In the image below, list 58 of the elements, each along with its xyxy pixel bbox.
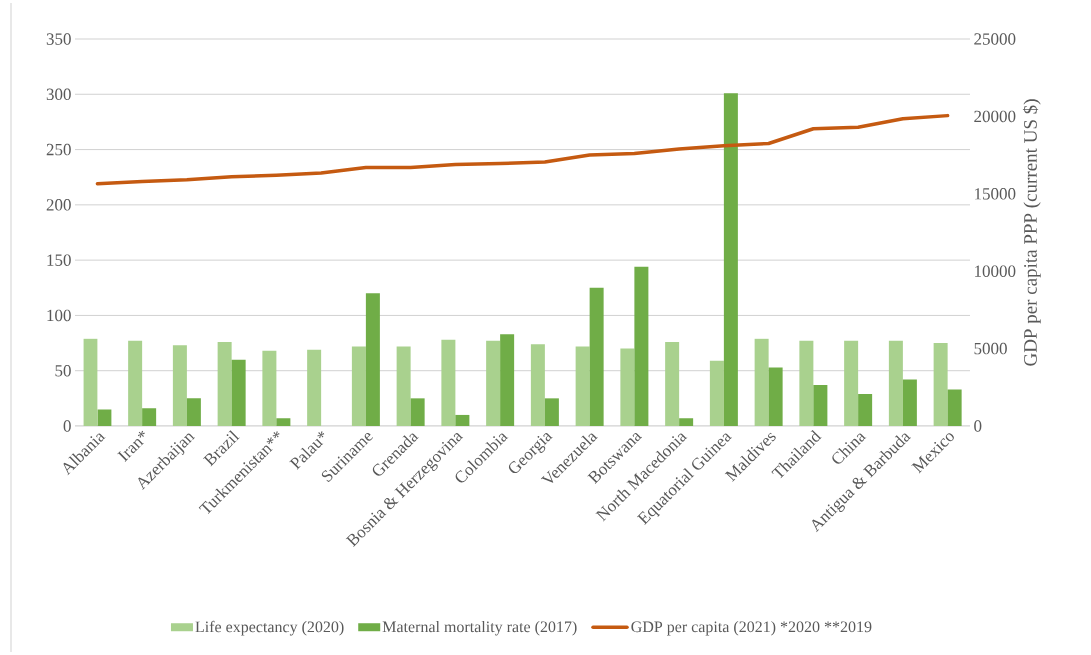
y-tick-label: 0 [63, 420, 71, 432]
bar [142, 408, 157, 426]
legend-label: Maternal mortality rate (2017) [382, 620, 577, 636]
y2-tick-label: 0 [974, 420, 982, 432]
y2-axis-title: GDP per capita PPP (current US $) [1022, 99, 1041, 366]
bar [858, 393, 873, 426]
y-tick-label: 250 [46, 143, 71, 156]
bar [709, 360, 724, 426]
bar [768, 367, 783, 426]
bar [888, 340, 903, 426]
bar [217, 341, 232, 426]
bar [844, 340, 859, 426]
line-series [95, 113, 950, 186]
bar [83, 338, 98, 426]
bar [947, 389, 962, 426]
y2-tick-label: 10000 [975, 265, 1016, 277]
bar [351, 346, 366, 426]
bar [441, 339, 456, 426]
bar [634, 266, 649, 426]
bar [902, 379, 917, 426]
bar [172, 345, 187, 426]
y-tick-label: 50 [55, 364, 71, 377]
y-tick-label: 150 [47, 254, 71, 266]
bar [530, 344, 545, 426]
bar [813, 385, 828, 426]
legend-label: Life expectancy (2020) [195, 620, 344, 636]
legend-label: GDP per capita (2021) *2020 **2019 [631, 620, 872, 636]
y-tick-label: 100 [47, 309, 71, 322]
bar [396, 346, 411, 426]
bar [128, 340, 143, 426]
y2-tick-label: 5000 [974, 342, 1007, 355]
bar [410, 398, 425, 426]
bar [665, 341, 680, 426]
bar [365, 293, 380, 426]
bar [933, 343, 948, 426]
bar [723, 93, 738, 426]
y-tick-label: 300 [46, 88, 71, 101]
bar [97, 409, 112, 426]
bar [544, 398, 559, 426]
y2-tick-label: 25000 [974, 33, 1016, 45]
bar [276, 418, 291, 426]
bar [231, 359, 246, 426]
bar [186, 398, 201, 426]
bar [589, 287, 604, 426]
bar [620, 348, 635, 426]
bar [754, 338, 769, 426]
bar [575, 346, 590, 426]
bar [500, 334, 515, 426]
bar [262, 350, 277, 426]
bar [307, 349, 322, 426]
y2-tick-label: 15000 [975, 188, 1016, 200]
bar [679, 418, 694, 426]
bar [799, 340, 814, 426]
bar [455, 414, 470, 426]
y2-tick-label: 20000 [974, 110, 1016, 123]
y-tick-label: 200 [46, 199, 71, 211]
bar [486, 340, 501, 426]
y-tick-label: 350 [46, 33, 71, 45]
